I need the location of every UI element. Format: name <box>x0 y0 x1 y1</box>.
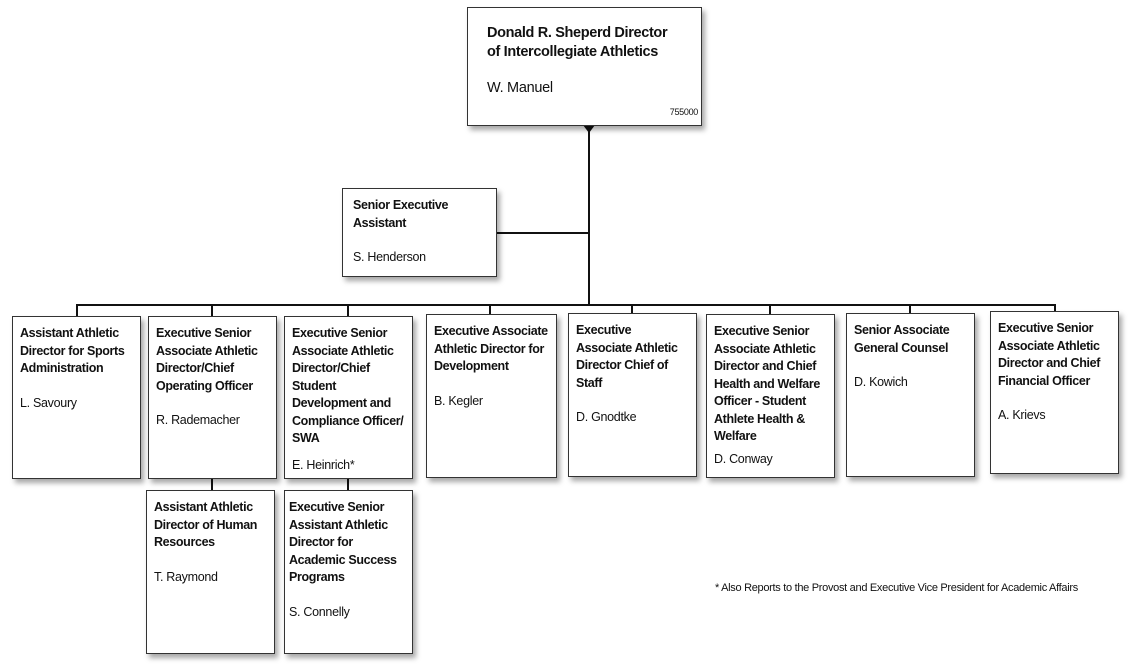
org-box-director: Donald R. Sheperd Director of Intercolle… <box>467 7 702 126</box>
connector-line <box>1054 304 1056 312</box>
org-box-report: Executive Senior Associate Athletic Dire… <box>284 316 413 479</box>
connector-line <box>347 478 349 490</box>
connector-line <box>588 125 590 306</box>
connector-line <box>489 304 491 314</box>
department-code: 755000 <box>669 107 699 117</box>
org-box-report: Senior Associate General Counsel D. Kowi… <box>846 313 975 477</box>
position-title: Executive Senior Assistant Athletic Dire… <box>289 500 397 584</box>
position-title: Executive Senior Associate Athletic Dire… <box>156 326 258 393</box>
person-name: D. Kowich <box>854 375 908 389</box>
position-title: Donald R. Sheperd Director of Intercolle… <box>487 25 668 60</box>
connector-line <box>496 232 589 234</box>
footnote: * Also Reports to the Provost and Execut… <box>715 582 1078 594</box>
person-name: S. Connelly <box>289 604 350 619</box>
org-box-report: Executive Senior Associate Athletic Dire… <box>148 316 277 479</box>
person-name: D. Gnodtke <box>576 410 637 424</box>
position-title: Executive Senior Associate Athletic Dire… <box>714 324 820 443</box>
person-name: L. Savoury <box>20 395 77 410</box>
org-box-report: Executive Senior Associate Athletic Dire… <box>706 314 835 478</box>
arrow-down-icon <box>583 125 595 133</box>
org-box-sub-report: Assistant Athletic Director of Human Res… <box>146 490 275 654</box>
position-title: Executive Associate Athletic Director Ch… <box>576 323 678 390</box>
org-box-report: Executive Associate Athletic Director Ch… <box>568 313 697 477</box>
position-title: Senior Executive Assistant <box>353 198 449 230</box>
connector-line <box>769 304 771 314</box>
connector-line <box>909 304 911 313</box>
position-title: Executive Senior Associate Athletic Dire… <box>292 326 404 445</box>
org-box-report: Assistant Athletic Director for Sports A… <box>12 316 141 479</box>
connector-line <box>347 304 349 316</box>
connector-line <box>211 304 213 316</box>
person-name: W. Manuel <box>487 80 553 96</box>
person-name: S. Henderson <box>353 250 426 264</box>
org-box-report: Executive Associate Athletic Director fo… <box>426 314 557 478</box>
connector-line <box>211 478 213 490</box>
connector-line <box>76 304 1056 306</box>
org-box-sub-report: Executive Senior Assistant Athletic Dire… <box>284 490 413 654</box>
connector-line <box>631 304 633 313</box>
person-name: D. Conway <box>714 451 773 466</box>
position-title: Assistant Athletic Director for Sports A… <box>20 326 125 375</box>
person-name: B. Kegler <box>434 393 483 408</box>
position-title: Executive Senior Associate Athletic Dire… <box>998 321 1101 388</box>
position-title: Senior Associate General Counsel <box>854 323 950 355</box>
person-name: R. Rademacher <box>156 413 240 427</box>
position-title: Assistant Athletic Director of Human Res… <box>154 500 258 549</box>
person-name: E. Heinrich* <box>292 457 355 472</box>
org-box-report: Executive Senior Associate Athletic Dire… <box>990 311 1119 474</box>
person-name: T. Raymond <box>154 569 218 584</box>
connector-line <box>76 304 78 316</box>
org-box-senior-executive-assistant: Senior Executive Assistant S. Henderson <box>342 188 497 277</box>
position-title: Executive Associate Athletic Director fo… <box>434 324 548 373</box>
person-name: A. Krievs <box>998 408 1046 422</box>
